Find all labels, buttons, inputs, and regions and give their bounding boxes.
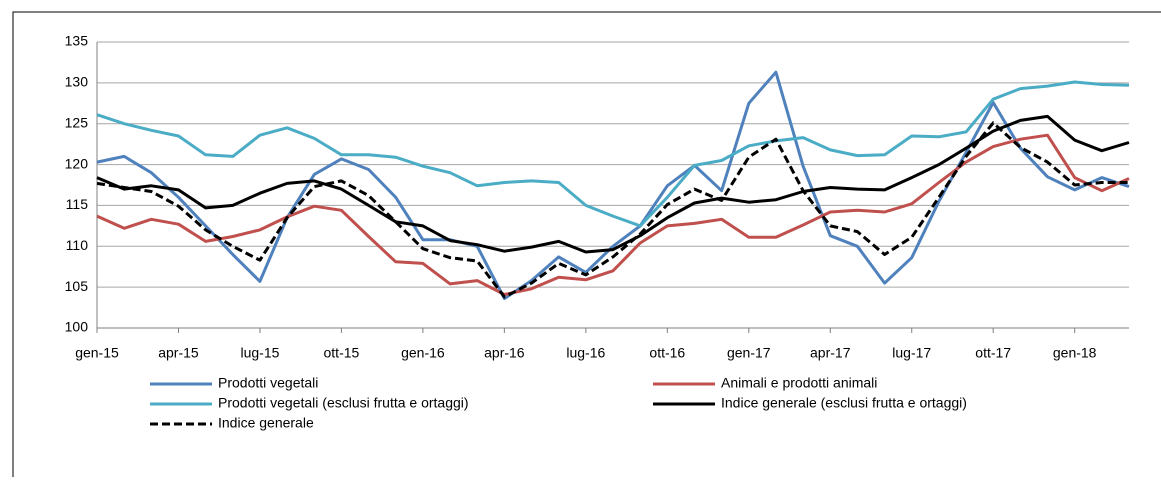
x-tick-label: ott-16 [649,345,685,361]
series-line [96,133,1130,296]
series-line [96,121,1129,299]
x-tick-label: gen-16 [401,345,445,361]
legend-label: Animali e prodotti animali [721,375,877,391]
y-tick-label: 110 [66,237,89,253]
y-tick-label: 105 [65,278,89,294]
x-tick-label: ott-17 [975,345,1011,361]
x-tick-label: lug-17 [892,345,931,361]
y-tick-label: 100 [65,319,89,335]
series-line [96,80,1130,228]
y-tick-label: 135 [65,33,89,49]
x-tick-label: gen-18 [1053,345,1097,361]
legend-label: Indice generale (esclusi frutta e ortagg… [721,395,967,411]
legend-label: Prodotti vegetali [218,375,318,391]
x-tick-label: lug-15 [240,345,279,361]
x-tick-label: apr-16 [484,345,525,361]
y-tick-label: 125 [65,114,89,130]
y-tick-label: 120 [65,155,89,171]
x-tick-label: ott-15 [324,345,360,361]
series-line [96,70,1130,301]
x-tick-label: lug-16 [566,345,605,361]
x-tick-label: apr-15 [158,345,199,361]
x-tick-label: gen-17 [727,345,771,361]
frame [12,11,1161,477]
legend-label: Prodotti vegetali (esclusi frutta e orta… [218,395,469,411]
y-tick-label: 130 [65,74,89,90]
legend-label: Indice generale [218,415,314,431]
x-tick-label: apr-17 [810,345,851,361]
x-tick-label: gen-15 [75,345,119,361]
y-tick-label: 115 [66,196,89,212]
series-line [96,114,1130,254]
